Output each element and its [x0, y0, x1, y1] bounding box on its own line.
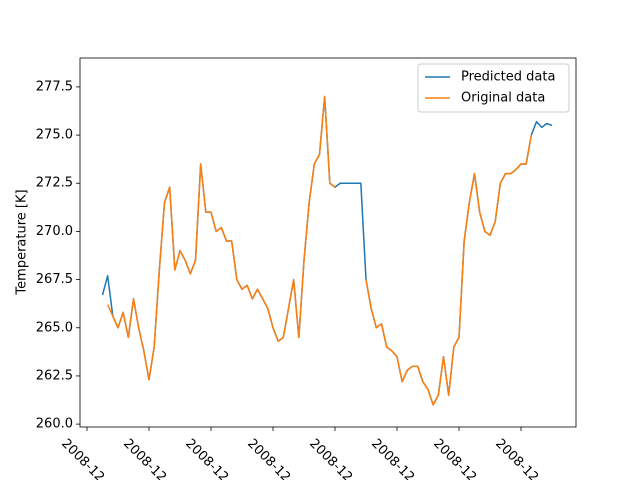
- y-tick-label: 265.0: [36, 320, 73, 335]
- legend-box: [417, 63, 570, 113]
- y-tick-label: 272.5: [36, 176, 73, 191]
- legend-label: Original data: [461, 91, 545, 106]
- y-tick-label: 262.5: [36, 368, 73, 383]
- y-tick-label: 260.0: [36, 417, 73, 432]
- data-line: [106, 95, 533, 406]
- y-tick-label: 275.0: [36, 128, 73, 143]
- y-axis-label: Temperature [K]: [15, 189, 30, 295]
- y-tick-label: 270.0: [36, 224, 73, 239]
- y-tick-label: 277.5: [36, 79, 73, 94]
- plot-frame: [79, 57, 577, 428]
- y-tick-label: 267.5: [36, 272, 73, 287]
- legend-label: Predicted data: [461, 70, 555, 85]
